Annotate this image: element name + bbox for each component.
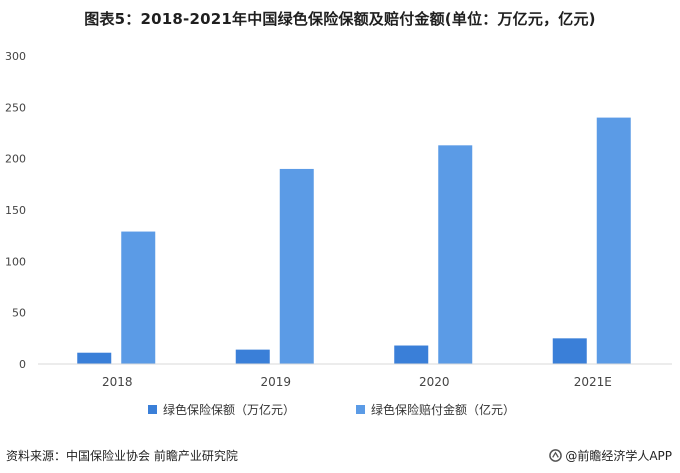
- y-tick-label: 0: [19, 358, 26, 371]
- bar-series-1-2018: [77, 352, 112, 364]
- x-axis-ticks: 2018 2019 2020 2021E: [102, 375, 612, 389]
- y-tick-label: 100: [5, 255, 26, 268]
- y-tick-label: 50: [12, 307, 26, 320]
- bar-chart: 0 50 100 150 200 250 300 2018 2019 2020 2021E 绿色保…: [5, 50, 672, 417]
- legend-swatch-1: [148, 405, 157, 414]
- bar-series-1-2021E: [552, 338, 587, 364]
- y-tick-label: 300: [5, 50, 26, 63]
- bar-series-2-2020: [438, 145, 473, 364]
- x-tick-label: 2018: [102, 375, 133, 389]
- legend-swatch-2: [356, 405, 365, 414]
- y-axis-ticks: 0 50 100 150 200 250 300: [5, 50, 26, 371]
- brand-logo-icon: [549, 449, 563, 462]
- chart-title: 图表5：2018-2021年中国绿色保险保额及赔付金额(单位：万亿元，亿元): [84, 10, 596, 28]
- brand-label: @前瞻经济学人APP: [565, 449, 672, 463]
- x-tick-label: 2021E: [574, 375, 612, 389]
- bar-series-2-2021E: [596, 117, 631, 364]
- bar-series-2-2019: [279, 168, 314, 364]
- bar-series-1-2019: [235, 349, 270, 364]
- legend: 绿色保险保额（万亿元） 绿色保险赔付金额（亿元）: [148, 402, 515, 417]
- bar-series-2-2018: [121, 231, 156, 364]
- bar-series-1-2020: [394, 345, 429, 364]
- legend-label-1: 绿色保险保额（万亿元）: [163, 402, 295, 417]
- bars: [77, 117, 631, 364]
- x-tick-label: 2019: [260, 375, 291, 389]
- source-note: 资料来源：中国保险业协会 前瞻产业研究院: [6, 449, 238, 463]
- brand: @前瞻经济学人APP: [549, 447, 672, 464]
- y-tick-label: 200: [5, 153, 26, 166]
- x-tick-label: 2020: [419, 375, 450, 389]
- legend-label-2: 绿色保险赔付金额（亿元）: [371, 402, 515, 417]
- y-tick-label: 150: [5, 204, 26, 217]
- footer: 资料来源：中国保险业协会 前瞻产业研究院 @前瞻经济学人APP: [0, 444, 680, 466]
- y-tick-label: 250: [5, 101, 26, 114]
